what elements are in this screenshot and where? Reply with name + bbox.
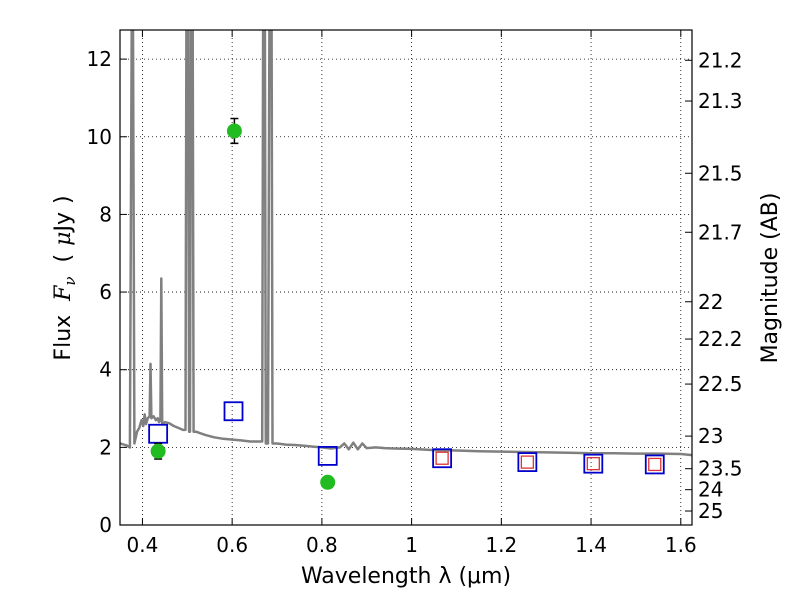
x-tick-label: 1.2 [485, 533, 517, 557]
model-square-marker [223, 401, 244, 422]
y2-tick-label: 21.3 [698, 89, 743, 113]
x-tick-label: 1.4 [575, 533, 607, 557]
plot-frame [119, 29, 693, 526]
model-square-marker [432, 448, 453, 469]
model-small-square-marker [520, 455, 535, 469]
grid-lines [120, 30, 692, 526]
spectrum-line [120, 30, 692, 457]
y2-tick-label: 22.2 [698, 327, 743, 351]
model-square-marker [644, 454, 665, 475]
x-tick-label: 0.8 [306, 533, 338, 557]
model-small-square-marker [435, 451, 449, 465]
model-square-marker [317, 445, 338, 466]
y2-tick-label: 23 [698, 424, 723, 448]
y2-tick-label: 22 [698, 290, 723, 314]
model-small-square-marker [586, 457, 600, 471]
y-axis-label: FluxFν(μJy) [51, 195, 79, 360]
x-tick-label: 0.4 [127, 533, 159, 557]
y2-tick-label: 21.2 [698, 48, 743, 72]
y-tick-label: 0 [99, 513, 112, 537]
model-square-marker [517, 452, 538, 473]
y2-tick-label: 22.5 [698, 372, 743, 396]
x-tick-label: 0.6 [216, 533, 248, 557]
y2-tick-label: 21.7 [698, 220, 743, 244]
x-axis-label: Wavelength λ (μm) [301, 564, 511, 589]
y2-axis-label: Magnitude (AB) [758, 193, 783, 364]
x-tick-label: 1 [405, 533, 418, 557]
observed-point [226, 123, 242, 139]
y2-tick-label: 25 [698, 499, 723, 523]
y-tick-label: 4 [99, 358, 112, 382]
observed-point [150, 443, 166, 459]
y-tick-label: 6 [99, 280, 112, 304]
observed-point [320, 474, 336, 490]
y-tick-label: 8 [99, 202, 112, 226]
model-square-marker [583, 453, 604, 474]
y-tick-label: 10 [87, 125, 112, 149]
model-small-square-marker [648, 457, 662, 472]
y2-tick-label: 23.5 [698, 457, 743, 481]
data-layer [120, 30, 692, 490]
x-tick-label: 1.6 [665, 533, 697, 557]
y-tick-label: 12 [87, 47, 112, 71]
y2-tick-label: 24 [698, 478, 723, 502]
y2-tick-label: 21.5 [698, 161, 743, 185]
y-tick-label: 2 [99, 435, 112, 459]
model-square-marker [148, 423, 169, 444]
